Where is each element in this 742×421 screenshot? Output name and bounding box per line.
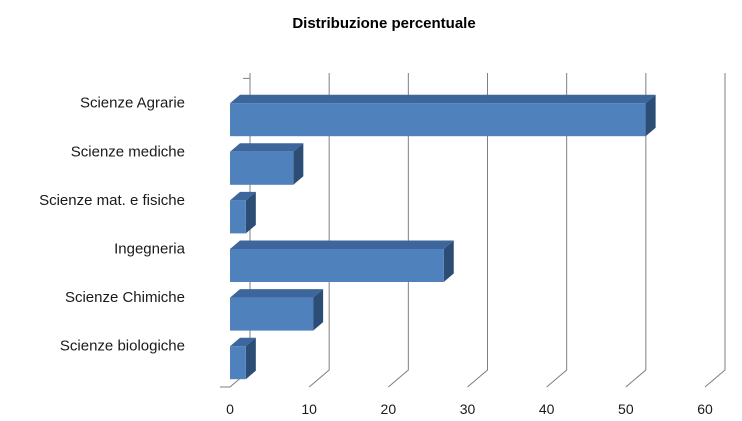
- tick-label-20: 20: [381, 401, 397, 417]
- category-label: Scienze Agrarie: [80, 95, 185, 112]
- bar-front-face: [230, 103, 646, 136]
- tick-label-0: 0: [226, 401, 234, 417]
- gridline-60: [705, 73, 725, 387]
- bar-top-face: [230, 95, 656, 104]
- tick-labels: 0 10 20 30 40 50 60: [226, 401, 713, 417]
- bar-ingegneria: [230, 241, 454, 283]
- bar-scienze-mat-e-fisiche: [230, 192, 256, 234]
- category-labels: Scienze Agrarie Scienze mediche Scienze ma…: [39, 95, 186, 355]
- bar-front-face: [230, 298, 313, 331]
- category-label: Scienze mediche: [71, 143, 185, 160]
- bar-scienze-mediche: [230, 143, 303, 185]
- bars: [230, 95, 656, 380]
- category-label: Scienze mat. e fisiche: [39, 192, 185, 209]
- bar-scienze-chimiche: [230, 289, 323, 331]
- chart-title: Distribuzione percentuale: [292, 15, 475, 32]
- tick-label-40: 40: [539, 401, 555, 417]
- bar-front-face: [230, 152, 293, 185]
- tick-label-30: 30: [460, 401, 476, 417]
- bar-front-face: [230, 200, 246, 233]
- category-label: Scienze Chimiche: [65, 289, 185, 306]
- tick-label-10: 10: [301, 401, 317, 417]
- bar-scienze-biologiche: [230, 338, 256, 380]
- bar-top-face: [230, 143, 303, 152]
- category-label: Scienze biologiche: [60, 338, 185, 355]
- tick-label-50: 50: [618, 401, 634, 417]
- bar-front-face: [230, 346, 246, 379]
- bar-top-face: [230, 289, 323, 298]
- bar-front-face: [230, 249, 444, 282]
- bar-scienze-agrarie: [230, 95, 656, 137]
- category-label: Ingegneria: [114, 241, 186, 258]
- tick-label-60: 60: [697, 401, 713, 417]
- bar-top-face: [230, 241, 454, 250]
